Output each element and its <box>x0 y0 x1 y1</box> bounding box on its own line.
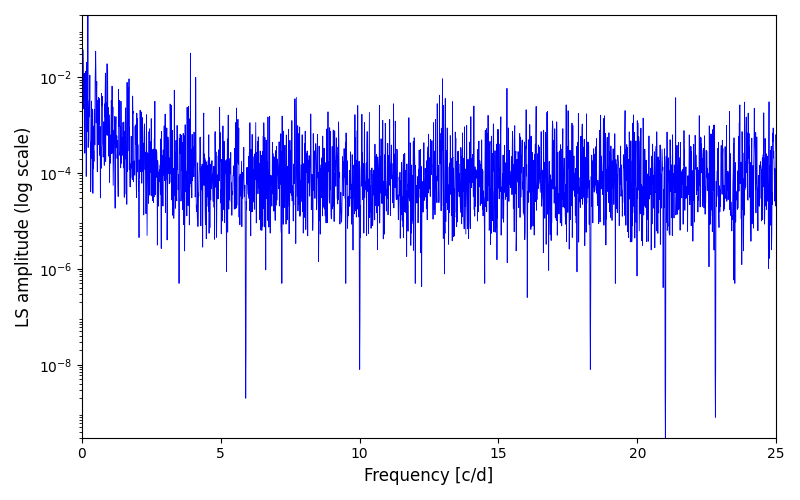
X-axis label: Frequency [c/d]: Frequency [c/d] <box>364 467 494 485</box>
Y-axis label: LS amplitude (log scale): LS amplitude (log scale) <box>15 126 33 326</box>
